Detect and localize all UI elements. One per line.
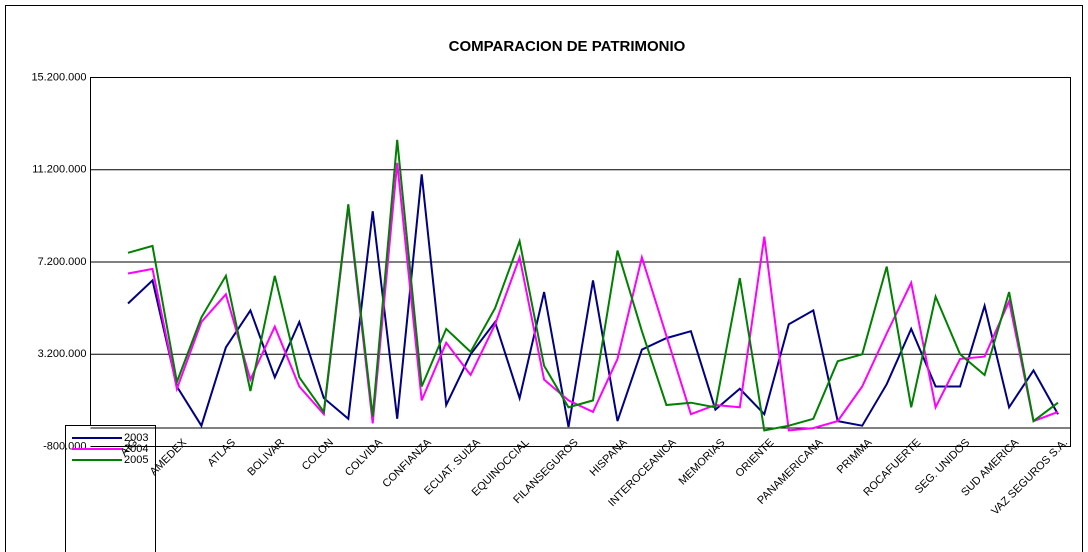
legend-label: 2003	[124, 432, 148, 444]
series-line	[127, 139, 1059, 432]
y-tick-label: 11.200.000	[32, 164, 86, 176]
y-tick-label: 7.200.000	[38, 256, 87, 268]
series-line	[127, 174, 1059, 429]
chart-title: COMPARACION DE PATRIMONIO	[449, 38, 686, 55]
legend-label: 2005	[124, 454, 148, 466]
y-tick-label: 3.200.000	[38, 348, 87, 360]
y-tick-label: -800.000	[43, 440, 86, 452]
series-line	[127, 162, 1059, 432]
legend-label: 2004	[124, 443, 148, 455]
y-tick-label: 15.200.000	[31, 71, 86, 83]
